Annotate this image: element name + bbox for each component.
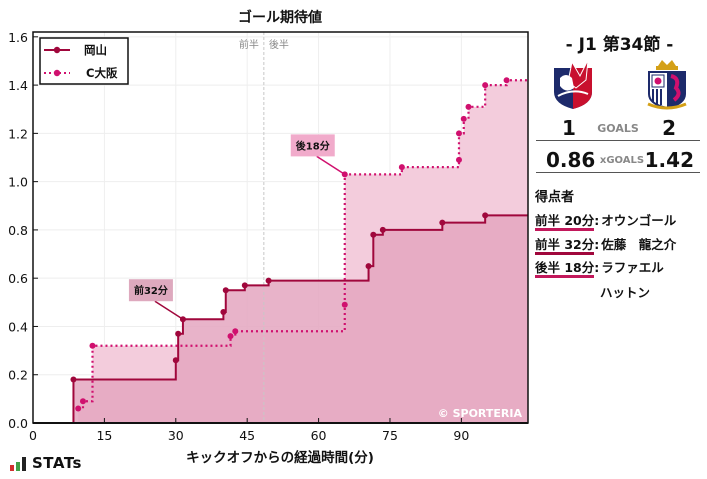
area-fills xyxy=(33,80,529,423)
watermark: © SPORTERIA xyxy=(438,407,523,420)
scorer-item: 前半 32分: 佐藤 龍之介 xyxy=(535,234,676,255)
area-fill-0 xyxy=(33,215,528,423)
scorer-name-line2: ハットン xyxy=(600,285,651,300)
annotation-label: 後18分 xyxy=(296,139,330,152)
home-team-crest-icon xyxy=(550,58,596,110)
y-tick-label: 0.2 xyxy=(8,368,28,383)
x-tick-label: 75 xyxy=(382,428,398,443)
x-tick-label: 30 xyxy=(168,428,184,443)
logo-bar-icon xyxy=(22,457,26,471)
y-tick-label: 0.6 xyxy=(8,271,28,286)
away-xg: 1.42 xyxy=(644,148,694,172)
annotations: 前32分 後18分 xyxy=(128,134,346,320)
legend: 岡山 C大阪 xyxy=(39,37,129,85)
y-tick-label: 1.2 xyxy=(8,126,28,141)
y-tick-label: 1.0 xyxy=(8,175,28,190)
xg-row: 0.86 xGOALS 1.42 xyxy=(536,148,700,173)
scorers-title: 得点者 xyxy=(535,190,575,205)
y-tick-label: 0.4 xyxy=(8,319,28,334)
axes: 0 15 30 45 60 75 90 0.0 0.2 0.4 0.6 0.8 1.0 1.2 1.4 1.6 xyxy=(8,30,528,443)
logo-text: STATs xyxy=(32,454,82,472)
round-title: - J1 第34節 - xyxy=(565,35,674,55)
legend-label: C大阪 xyxy=(86,66,118,80)
scorer-time: 前半 32分 xyxy=(535,237,595,255)
first-half-label: 前半 xyxy=(239,38,259,51)
annotation-box xyxy=(128,279,173,302)
goals-row: 1 GOALS 2 xyxy=(536,116,700,141)
scorer-name: オウンゴール xyxy=(601,213,677,228)
logo-bar-icon xyxy=(16,462,20,471)
annotation-label: 前32分 xyxy=(134,284,168,297)
goals-label: GOALS xyxy=(597,122,639,135)
away-team-crest-icon xyxy=(644,58,690,110)
scorer-item: 後半 18分: ラファエル ハットン xyxy=(535,260,664,300)
x-tick-label: 60 xyxy=(311,428,327,443)
scorer-time: 後半 18分 xyxy=(535,260,595,278)
scorer-name: 佐藤 龍之介 xyxy=(601,237,677,252)
chart-title: ゴール期待値 xyxy=(238,10,322,26)
annotation-box xyxy=(290,134,335,157)
home-xg: 0.86 xyxy=(546,148,596,172)
scorer-name: ラファエル xyxy=(601,260,664,275)
scorer-time: 前半 20分 xyxy=(535,213,595,231)
halftime-marker: 前半 後半 xyxy=(239,32,289,423)
scorer-item: 前半 20分: オウンゴール xyxy=(535,210,676,231)
y-tick-label: 1.4 xyxy=(8,78,28,93)
x-tick-label: 90 xyxy=(453,428,469,443)
series-line-1 xyxy=(78,79,528,410)
y-tick-label: 1.6 xyxy=(8,30,28,45)
xg-label: xGOALS xyxy=(599,155,645,166)
x-tick-label: 0 xyxy=(29,428,37,443)
x-tick-label: 15 xyxy=(96,428,112,443)
stats-logo: STATs xyxy=(10,456,82,471)
x-tick-label: 45 xyxy=(239,428,255,443)
y-tick-label: 0.8 xyxy=(8,223,28,238)
x-axis-label: キックオフからの経過時間(分) xyxy=(186,449,374,466)
y-tick-label: 0.0 xyxy=(8,416,28,431)
home-goals: 1 xyxy=(562,116,576,140)
logo-bar-icon xyxy=(10,465,14,471)
away-goals: 2 xyxy=(662,116,676,140)
second-half-label: 後半 xyxy=(269,38,289,51)
legend-label: 岡山 xyxy=(84,43,107,57)
